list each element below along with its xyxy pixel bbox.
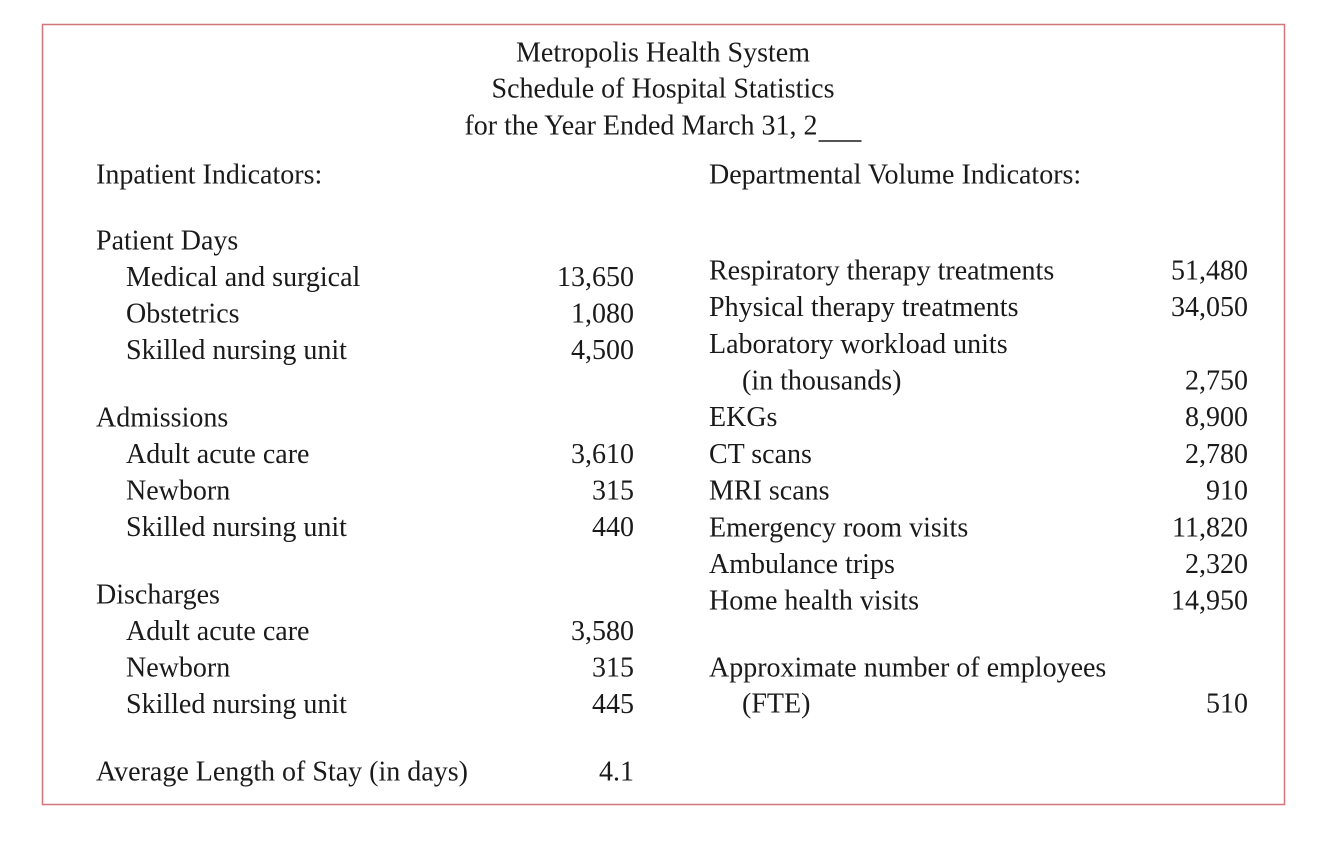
row-label: CT scans — [709, 439, 812, 470]
row-label: MRI scans — [709, 476, 830, 507]
row-value: 34,050 — [1171, 292, 1248, 323]
row-value: 445 — [592, 689, 634, 720]
row-value: 510 — [1206, 688, 1248, 719]
row-label: Adult acute care — [126, 439, 309, 470]
row-value: 2,750 — [1185, 366, 1248, 397]
row-value: 8,900 — [1185, 402, 1248, 433]
row-label: Laboratory workload units — [709, 329, 1008, 360]
row-value: 2,780 — [1185, 439, 1248, 470]
row-value: 2,320 — [1185, 549, 1248, 580]
title-line: Schedule of Hospital Statistics — [492, 73, 835, 104]
row-value: 3,610 — [571, 439, 634, 470]
row-label: Respiratory therapy treatments — [709, 255, 1054, 286]
group-title: Patient Days — [96, 225, 238, 256]
row-label: Adult acute care — [126, 616, 309, 647]
row-label: (FTE) — [742, 688, 810, 719]
section-heading: Departmental Volume Indicators: — [709, 159, 1081, 190]
row-value: 13,650 — [557, 262, 634, 293]
row-label: Emergency room visits — [709, 512, 968, 543]
row-label: Ambulance trips — [709, 549, 895, 580]
row-value: 4.1 — [599, 756, 634, 787]
row-label: Newborn — [126, 475, 230, 506]
row-label: Skilled nursing unit — [126, 512, 347, 543]
row-value: 3,580 — [571, 616, 634, 647]
title-line: Metropolis Health System — [516, 37, 810, 68]
row-value: 440 — [592, 512, 634, 543]
row-label: Home health visits — [709, 586, 919, 617]
row-label: EKGs — [709, 402, 777, 433]
frame — [41, 23, 1286, 806]
row-label: Physical therapy treatments — [709, 292, 1018, 323]
group-title: Admissions — [96, 402, 228, 433]
row-label: Obstetrics — [126, 298, 240, 329]
section-heading: Inpatient Indicators: — [96, 159, 322, 190]
row-label: Skilled nursing unit — [126, 689, 347, 720]
row-label: Newborn — [126, 652, 230, 683]
row-label: Skilled nursing unit — [126, 335, 347, 366]
row-label: Approximate number of employees — [709, 652, 1106, 683]
row-value: 11,820 — [1172, 512, 1248, 543]
row-label: (in thousands) — [742, 366, 901, 397]
row-value: 1,080 — [571, 298, 634, 329]
row-value: 51,480 — [1171, 255, 1248, 286]
title-line: for the Year Ended March 31, 2 — [464, 110, 817, 141]
row-value: 315 — [592, 652, 634, 683]
row-value: 14,950 — [1171, 586, 1248, 617]
row-value: 910 — [1206, 476, 1248, 507]
row-label: Medical and surgical — [126, 262, 361, 293]
group-title: Discharges — [96, 579, 220, 610]
row-value: 315 — [592, 475, 634, 506]
row-value: 4,500 — [571, 335, 634, 366]
row-label: Average Length of Stay (in days) — [96, 756, 468, 787]
